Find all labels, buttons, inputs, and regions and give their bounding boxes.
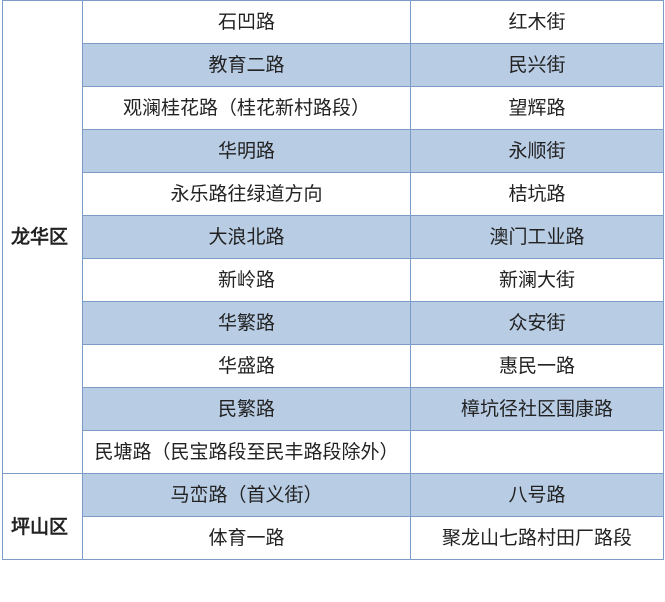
table-row: 新岭路 新澜大街: [3, 258, 664, 302]
road-name-left: 马峦路（首义街）: [82, 473, 411, 517]
road-name-right: 望辉路: [410, 86, 664, 130]
road-name-left: 华盛路: [82, 344, 411, 388]
road-table: 龙华区 石凹路 红木街 教育二路 民兴街 观澜桂花路（桂花新村路段） 望辉路 华明路 永顺街 永乐…: [2, 0, 664, 560]
road-name-right: 新澜大街: [410, 258, 664, 302]
road-name-left: 民繁路: [82, 387, 411, 431]
table-row: 民塘路（民宝路段至民丰路段除外）: [3, 430, 664, 474]
table-row: 体育一路 聚龙山七路村田厂路段: [3, 516, 664, 560]
road-name-right: 聚龙山七路村田厂路段: [410, 516, 664, 560]
road-name-left: 石凹路: [82, 0, 411, 44]
road-name-right: 永顺街: [410, 129, 664, 173]
road-name-right: 樟坑径社区围康路: [410, 387, 664, 431]
district-name: 坪山区: [2, 473, 83, 560]
road-name-right: 桔坑路: [410, 172, 664, 216]
table-row: 华繁路 众安街: [3, 301, 664, 345]
table-row: 民繁路 樟坑径社区围康路: [3, 387, 664, 431]
road-name-left: 新岭路: [82, 258, 411, 302]
road-name-right: [410, 430, 664, 474]
road-name-left: 体育一路: [82, 516, 411, 560]
road-name-left: 观澜桂花路（桂花新村路段）: [82, 86, 411, 130]
table-row: 观澜桂花路（桂花新村路段） 望辉路: [3, 86, 664, 130]
road-name-left: 教育二路: [82, 43, 411, 87]
road-name-left: 华繁路: [82, 301, 411, 345]
table-row: 大浪北路 澳门工业路: [3, 215, 664, 259]
road-name-right: 惠民一路: [410, 344, 664, 388]
road-name-right: 澳门工业路: [410, 215, 664, 259]
road-name-left: 永乐路往绿道方向: [82, 172, 411, 216]
road-name-right: 红木街: [410, 0, 664, 44]
road-name-left: 大浪北路: [82, 215, 411, 259]
table-row: 永乐路往绿道方向 桔坑路: [3, 172, 664, 216]
road-name-right: 民兴街: [410, 43, 664, 87]
table-row: 教育二路 民兴街: [3, 43, 664, 87]
road-name-left: 民塘路（民宝路段至民丰路段除外）: [82, 430, 411, 474]
road-name-right: 八号路: [410, 473, 664, 517]
road-name-left: 华明路: [82, 129, 411, 173]
table-row: 坪山区 马峦路（首义街） 八号路: [2, 473, 664, 560]
table-row: 龙华区 石凹路 红木街: [2, 0, 664, 474]
table-row: 华盛路 惠民一路: [3, 344, 664, 388]
district-name: 龙华区: [2, 0, 83, 474]
table-row: 华明路 永顺街: [3, 129, 664, 173]
road-name-right: 众安街: [410, 301, 664, 345]
